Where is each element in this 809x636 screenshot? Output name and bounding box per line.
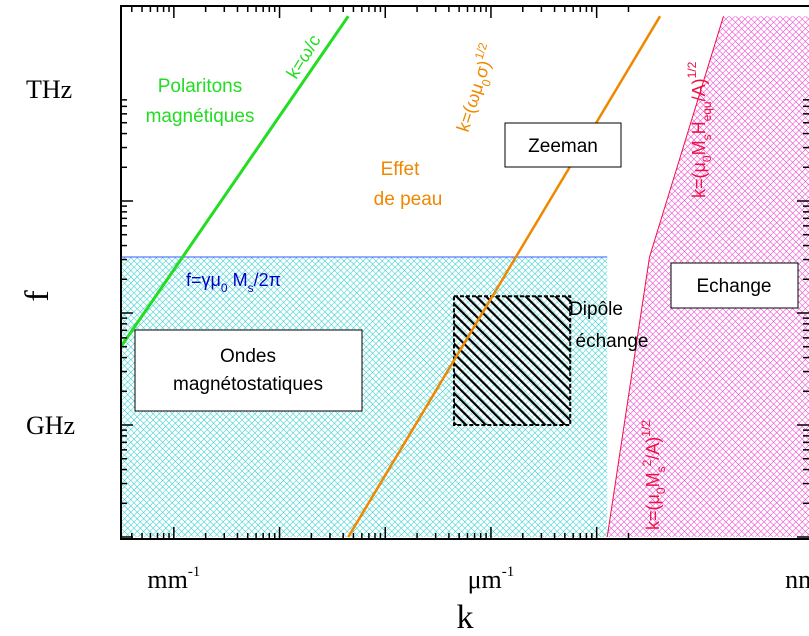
echange-box [670,262,799,309]
dipole-label: Dipôle [569,299,623,320]
x-tick-label: μm-1 [468,564,515,594]
y-tick-label: THz [26,75,72,104]
echange-label: Echange [696,276,771,297]
dipole-echange-label: échange [576,331,649,352]
zeeman-box [504,122,622,168]
x-axis-label: k [457,599,474,636]
polaritons-label-line1: Polaritons [158,76,243,97]
ondes-label-line1: Ondes [220,346,276,367]
de-peau-label: de peau [374,189,443,210]
skin-depth-formula-label: k=(ωμ0σ)1/2 [449,41,505,136]
polariton-formula-label: k=ω/c [282,31,324,82]
x-tick-label: mm-1 [147,564,200,594]
ondes-box [134,329,363,412]
zeeman-label: Zeeman [528,136,598,157]
exchange-zeeman-formula-label: k=(μ0MsHequ/A)1/2 [685,61,714,198]
skin-depth-line [347,15,662,538]
polaritons-label-line2: magnétiques [146,106,255,127]
x-tick-label: nm-1 [785,564,809,594]
y-axis-label: f [19,290,56,302]
dipole-exchange-region [452,295,572,427]
effet-label: Effet [381,159,420,180]
y-tick-label: GHz [26,411,75,440]
polariton-line [121,15,350,348]
magnetostatic-frequency-label: f=γμ0 Ms/2π [186,270,281,295]
exchange-boundary-line [606,16,724,538]
ondes-label-line2: magnétostatiques [173,374,323,395]
exchange-formula-label: k=(μ0Ms2/A)1/2 [639,420,668,530]
